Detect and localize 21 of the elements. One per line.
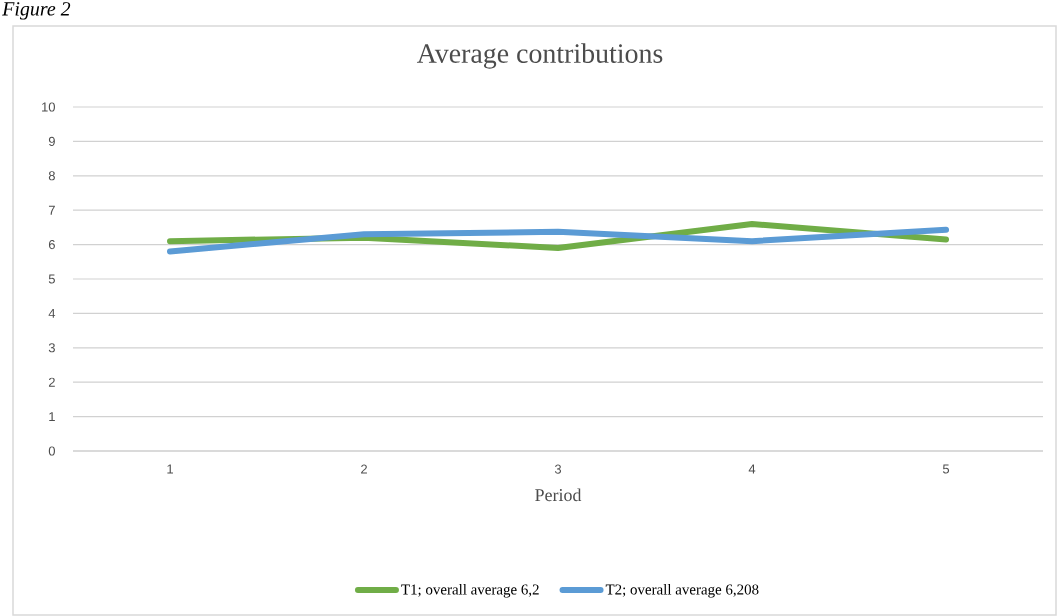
y-tick-label: 1 (49, 412, 55, 422)
y-tick-label: 7 (48, 205, 55, 215)
y-tick-label: 2 (48, 377, 55, 387)
y-tick-label: 10 (42, 102, 55, 112)
y-tick-label: 0 (48, 446, 55, 456)
y-tick-label: 3 (48, 343, 55, 353)
y-tick-label: 6 (48, 240, 55, 250)
x-tick-label: 2 (361, 464, 367, 474)
x-tick-label: 3 (554, 464, 562, 474)
legend-label: T1; overall average 6,2 (401, 584, 539, 598)
y-tick-label: 5 (48, 274, 55, 284)
x-tick-label: 1 (167, 464, 173, 474)
y-tick-label: 4 (48, 308, 56, 318)
x-tick-label: 4 (748, 464, 756, 474)
caption: Figure 2 (2, 2, 71, 20)
legend-label: T2; overall average 6,208 (605, 584, 759, 598)
y-tick-label: 8 (48, 171, 55, 181)
x-axis-title: Period (535, 488, 582, 502)
y-tick-label: 9 (48, 136, 55, 146)
x-tick-label: 5 (942, 464, 950, 474)
chart-title: Average contributions (416, 43, 663, 69)
